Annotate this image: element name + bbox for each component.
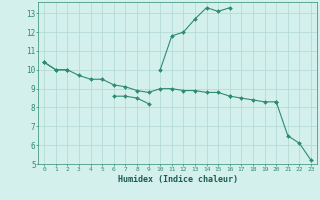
X-axis label: Humidex (Indice chaleur): Humidex (Indice chaleur)	[118, 175, 238, 184]
